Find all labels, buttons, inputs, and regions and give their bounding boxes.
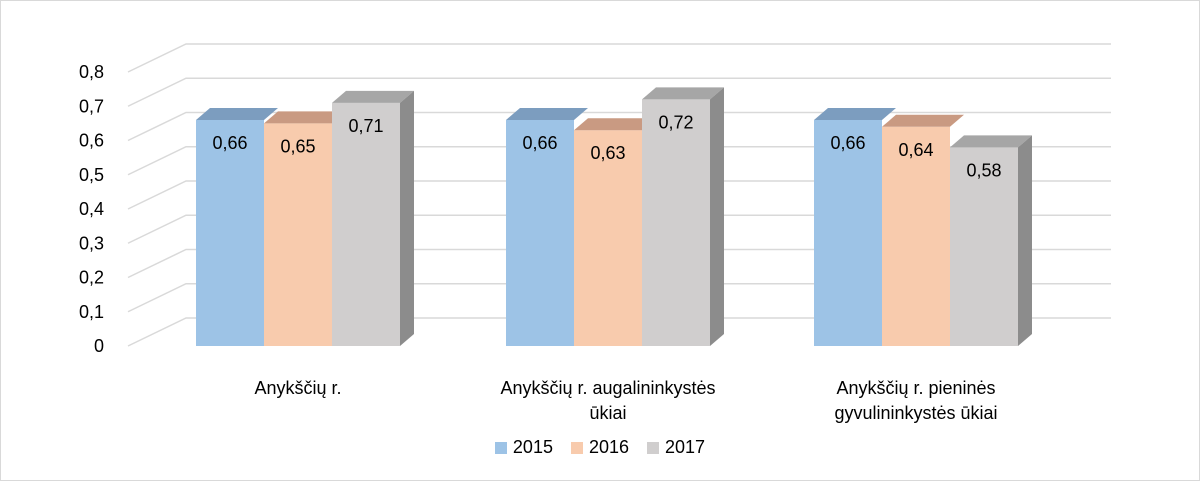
bar-side — [1018, 135, 1032, 346]
bar-front — [506, 119, 574, 346]
data-label: 0,66 — [522, 133, 557, 153]
bar-top — [814, 107, 896, 120]
gridline — [127, 146, 1111, 176]
category-label: Anykščių r. — [254, 378, 341, 398]
y-tick-label: 0,3 — [79, 233, 104, 253]
legend-item: 2016 — [570, 437, 630, 458]
legend-label: 2016 — [588, 437, 630, 457]
gridline — [127, 214, 1111, 244]
bar-top — [332, 90, 414, 103]
data-label: 0,66 — [830, 133, 865, 153]
data-label: 0,63 — [590, 143, 625, 163]
category-label: gyvulininkystės ūkiai — [834, 403, 997, 423]
legend-label: 2015 — [512, 437, 553, 457]
data-label: 0,71 — [348, 116, 383, 136]
y-tick-label: 0 — [94, 336, 104, 356]
bar-side — [710, 87, 724, 347]
bar-front — [882, 126, 950, 346]
bar-top — [196, 107, 278, 120]
data-label: 0,58 — [966, 160, 1001, 180]
bar-top — [264, 111, 346, 124]
bar-top — [950, 135, 1032, 148]
y-tick-label: 0,5 — [79, 165, 104, 185]
category-label: Anykščių r. pieninės — [836, 378, 995, 398]
gridline — [127, 180, 1111, 210]
data-label: 0,72 — [658, 112, 693, 132]
gridline — [127, 111, 1111, 142]
legend-label: 2017 — [665, 437, 706, 457]
bar-front — [264, 123, 332, 346]
category-label: ūkiai — [589, 403, 626, 423]
bar-side — [400, 90, 414, 346]
legend-item: 2015 — [494, 437, 553, 458]
y-tick-label: 0,6 — [79, 131, 104, 151]
data-label: 0,65 — [280, 136, 315, 156]
legend: 2015 2016 2017 — [0, 437, 1200, 458]
y-tick-label: 0,4 — [79, 199, 104, 219]
bar-top — [574, 118, 656, 131]
category-label: Anykščių r. augalininkystės — [500, 378, 715, 398]
y-tick-label: 0,7 — [79, 96, 104, 116]
bar-front — [196, 119, 264, 346]
gridline — [127, 248, 1111, 279]
data-label: 0,64 — [898, 140, 933, 160]
bar-front — [332, 102, 400, 346]
legend-item: 2017 — [647, 437, 705, 458]
data-label: 0,66 — [212, 133, 247, 153]
gridline — [127, 283, 1111, 313]
bar-top — [642, 87, 724, 100]
legend-swatch — [570, 441, 583, 454]
legend-swatch — [647, 441, 660, 454]
gridline — [127, 43, 1111, 73]
bar-front — [814, 119, 882, 346]
y-tick-label: 0,8 — [79, 62, 104, 82]
bar-front — [950, 147, 1018, 346]
gridline — [127, 77, 1111, 107]
bar-front — [574, 130, 642, 346]
bar-top — [882, 114, 964, 127]
legend-swatch — [494, 441, 507, 454]
y-tick-label: 0,1 — [79, 302, 104, 322]
y-tick-label: 0,2 — [79, 268, 104, 288]
bar-front — [642, 99, 710, 347]
bar-top — [506, 107, 588, 120]
gridline — [127, 317, 1111, 347]
